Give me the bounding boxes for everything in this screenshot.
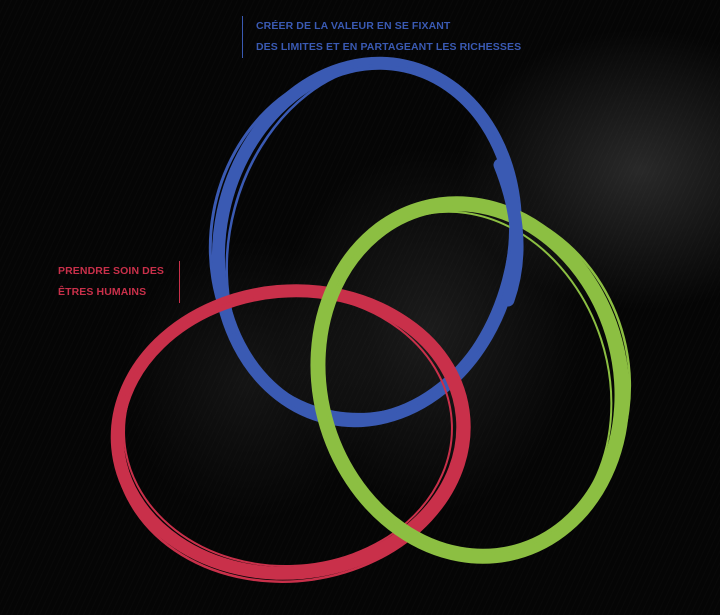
green-ring-main-stroke [310,196,630,564]
label-create-value: CRÉER DE LA VALEUR EN SE FIXANT DES LIMI… [242,16,521,58]
label-create-value-line1: CRÉER DE LA VALEUR EN SE FIXANT [256,20,451,32]
label-care-people-line1: PRENDRE SOIN DES [58,265,165,277]
red-ring [110,284,471,583]
label-care-people-line2: ÊTRES HUMAINS [58,286,147,298]
red-ring-outer-line [113,287,471,583]
green-ring-outer-line [312,202,632,554]
blue-ring-overlap [493,158,524,307]
blue-ring-overlap-arc [493,158,524,307]
green-ring [310,196,632,564]
label-care-people: PRENDRE SOIN DES ÊTRES HUMAINS [58,261,181,303]
red-ring-inner-line [123,292,453,568]
label-create-value-line2: DES LIMITES ET EN PARTAGEANT LES RICHESS… [256,41,522,53]
red-ring-main-stroke [110,284,470,580]
green-ring-inner-line [319,210,613,556]
